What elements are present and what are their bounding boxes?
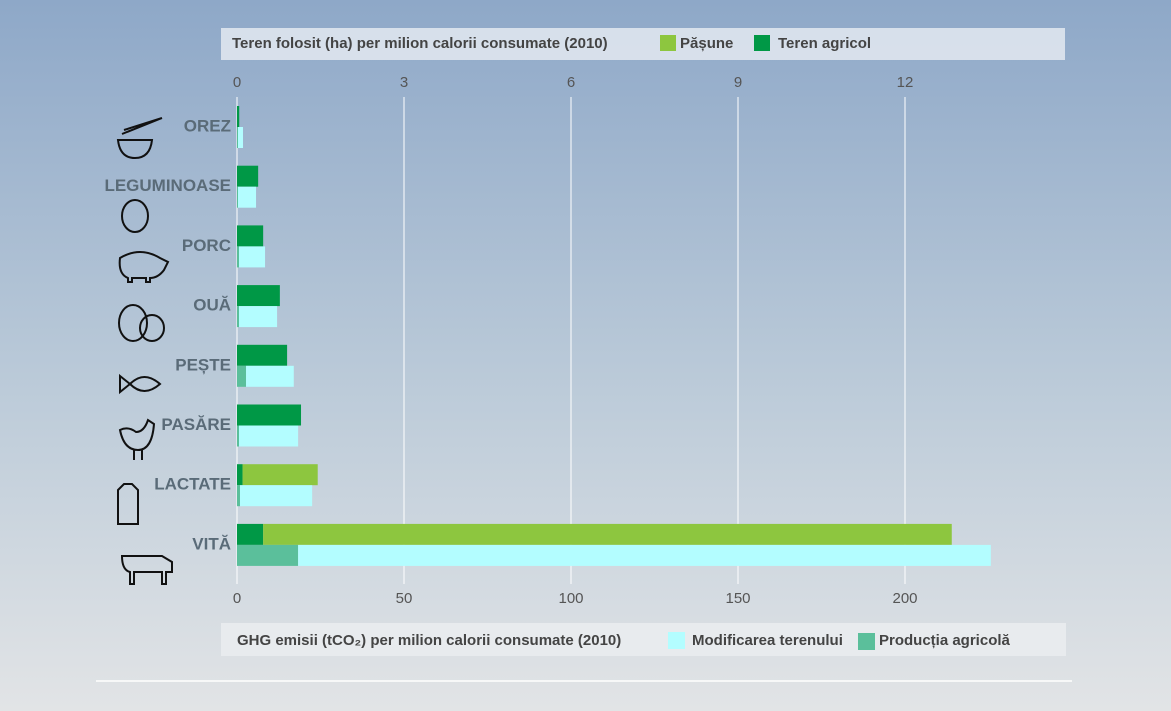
- bar: [240, 485, 313, 507]
- bar: [237, 544, 299, 566]
- icon-cow: [120, 555, 173, 585]
- category-label: VITĂ: [192, 534, 231, 553]
- bar: [246, 365, 294, 387]
- legend-swatch: [754, 35, 770, 51]
- x-tick-label: 12: [897, 74, 914, 91]
- bar: [237, 186, 239, 208]
- bar: [239, 246, 266, 268]
- category-label: LEGUMINOASE: [104, 176, 231, 195]
- legend-label: Modificarea terenului: [692, 632, 843, 649]
- icon-rice: [116, 117, 163, 160]
- legend-swatch: [668, 632, 685, 649]
- bar: [237, 285, 280, 307]
- bar: [237, 306, 240, 328]
- bar: [237, 344, 288, 366]
- bar: [298, 544, 991, 566]
- icon-egg: [139, 314, 165, 342]
- bar: [237, 165, 259, 187]
- bar: [237, 127, 239, 148]
- icon-chicken: [118, 418, 156, 460]
- bar: [237, 246, 240, 268]
- x2-tick-label: 150: [725, 590, 750, 607]
- bar: [237, 225, 264, 247]
- bar: [242, 464, 318, 486]
- bar: [237, 425, 240, 447]
- legend-label: Producția agricolă: [879, 632, 1011, 649]
- x2-tick-label: 0: [233, 590, 241, 607]
- chart-title: Teren folosit (ha) per milion calorii co…: [232, 35, 608, 52]
- bar: [238, 127, 244, 148]
- x-tick-label: 6: [567, 74, 575, 91]
- category-label: PORC: [182, 236, 231, 255]
- bar: [237, 464, 243, 486]
- category-label: PEȘTE: [175, 355, 231, 374]
- bar: [238, 186, 257, 208]
- icon-fish: [119, 373, 162, 395]
- legend-label: Teren agricol: [778, 35, 871, 52]
- bar: [237, 404, 302, 426]
- legend-swatch: [660, 35, 676, 51]
- legend-label: Pășune: [680, 35, 733, 52]
- category-label: PASĂRE: [161, 415, 231, 434]
- icon-pig: [118, 251, 170, 283]
- icons: [116, 117, 173, 585]
- icon-bean: [121, 199, 149, 233]
- x2-tick-label: 200: [892, 590, 917, 607]
- category-label: OREZ: [184, 116, 231, 135]
- bar: [263, 523, 952, 545]
- category-label: LACTATE: [154, 475, 231, 494]
- icon-egg: [118, 304, 148, 342]
- bar: [237, 365, 247, 387]
- x-tick-label: 3: [400, 74, 408, 91]
- x-tick-label: 9: [734, 74, 742, 91]
- x2-tick-label: 50: [396, 590, 413, 607]
- legend-swatch: [858, 633, 875, 650]
- category-label: OUĂ: [193, 296, 231, 315]
- icon-milk: [117, 483, 139, 525]
- bar: [239, 425, 299, 447]
- top-panel: [221, 28, 1065, 60]
- x-tick-label: 0: [233, 74, 241, 91]
- x2-title: GHG emisii (tCO₂) per milion calorii con…: [237, 632, 621, 649]
- bar: [237, 485, 241, 507]
- bar: [239, 306, 278, 328]
- bottom-panel: [221, 623, 1066, 656]
- bar: [237, 523, 264, 545]
- bar: [237, 106, 240, 127]
- x2-tick-label: 100: [558, 590, 583, 607]
